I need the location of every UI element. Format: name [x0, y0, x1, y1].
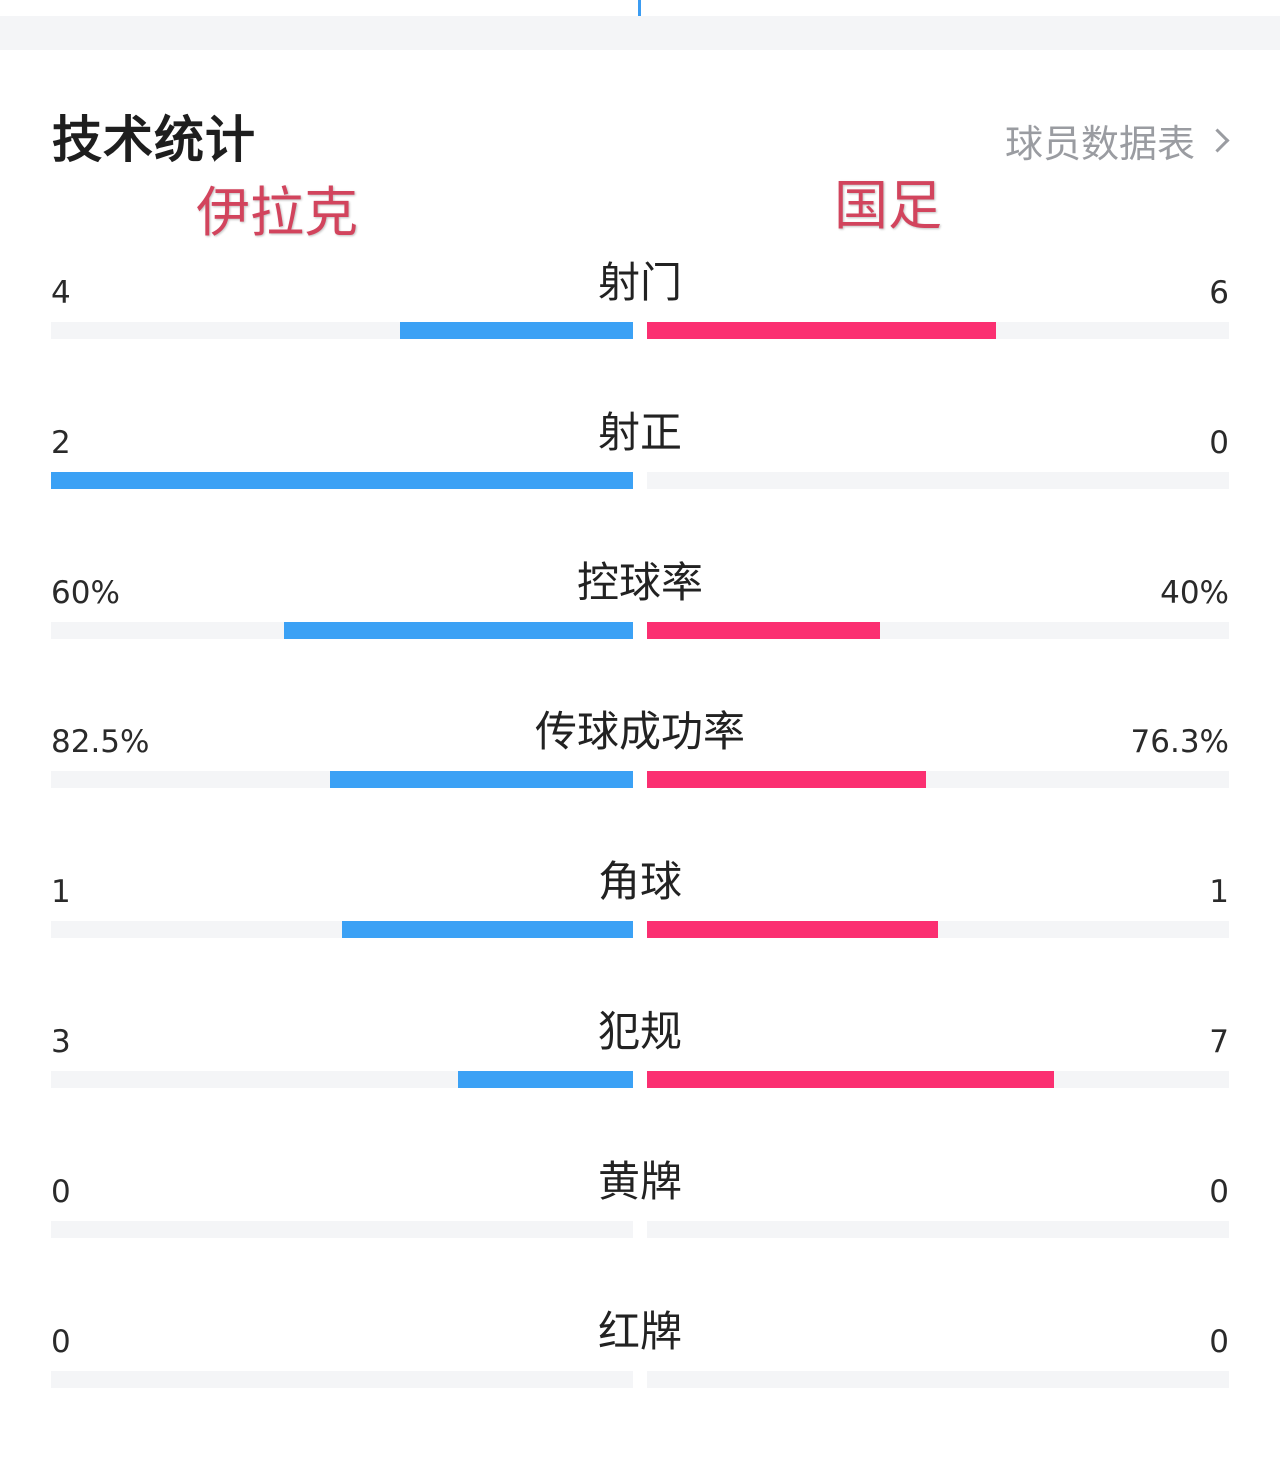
- away-stat-bar: [647, 771, 926, 788]
- away-stat-track: [647, 1071, 1229, 1088]
- away-stat-value: 7: [1209, 1024, 1229, 1060]
- home-stat-track: [51, 622, 633, 639]
- away-stat-track: [647, 771, 1229, 788]
- away-stat-track: [647, 1221, 1229, 1238]
- home-stat-bar: [342, 921, 633, 938]
- player-stats-link-label: 球员数据表: [1004, 121, 1195, 166]
- home-stat-value: 4: [51, 275, 71, 311]
- stats-list: 4 射门 6 2 射正 0 60% 控球率 40% 82.5% 传球成功率 76.3% 1 角球 1 3 犯规 7…: [0, 258, 1280, 1388]
- away-stat-bar: [647, 322, 996, 339]
- home-stat-track: [51, 921, 633, 938]
- away-stat-bar: [647, 1071, 1054, 1088]
- stat-row: 0 红牌 0: [0, 1307, 1280, 1464]
- away-stat-value: 6: [1209, 275, 1229, 311]
- home-stat-track: [51, 1071, 633, 1088]
- stat-label: 射正: [597, 408, 682, 457]
- away-stat-value: 76.3%: [1130, 724, 1229, 760]
- away-stat-bar: [647, 622, 880, 639]
- home-stat-value: 60%: [51, 575, 120, 611]
- stat-row: 60% 控球率 40%: [0, 558, 1280, 715]
- away-stat-track: [647, 472, 1229, 489]
- stat-label: 角球: [597, 857, 682, 906]
- stat-label: 红牌: [597, 1307, 682, 1356]
- away-stat-track: [647, 921, 1229, 938]
- stat-label: 射门: [597, 258, 682, 307]
- stat-label: 黄牌: [597, 1157, 682, 1206]
- home-stat-value: 1: [51, 874, 71, 910]
- stat-label: 犯规: [597, 1007, 682, 1056]
- away-stat-track: [647, 622, 1229, 639]
- away-stat-track: [647, 322, 1229, 339]
- home-stat-track: [51, 1221, 633, 1238]
- home-stat-track: [51, 472, 633, 489]
- away-stat-bar: [647, 921, 938, 938]
- section-title: 技术统计: [52, 111, 256, 169]
- home-stat-value: 0: [51, 1324, 71, 1360]
- stat-row: 2 射正 0: [0, 408, 1280, 565]
- home-stat-bar: [458, 1071, 633, 1088]
- stat-row: 4 射门 6: [0, 258, 1280, 415]
- away-team-name: 国足: [834, 174, 942, 237]
- away-stat-value: 0: [1209, 425, 1229, 461]
- home-stat-value: 82.5%: [51, 724, 150, 760]
- stat-label: 控球率: [576, 558, 703, 607]
- home-stat-track: [51, 1371, 633, 1388]
- stat-row: 0 黄牌 0: [0, 1157, 1280, 1314]
- tab-indicator: [638, 0, 641, 16]
- home-stat-bar: [400, 322, 633, 339]
- home-team-name: 伊拉克: [196, 181, 358, 244]
- stat-row: 3 犯规 7: [0, 1007, 1280, 1164]
- home-stat-bar: [51, 472, 633, 489]
- away-stat-value: 0: [1209, 1174, 1229, 1210]
- home-stat-track: [51, 322, 633, 339]
- home-stat-bar: [284, 622, 633, 639]
- away-stat-value: 1: [1209, 874, 1229, 910]
- home-stat-value: 0: [51, 1174, 71, 1210]
- away-stat-value: 40%: [1160, 575, 1229, 611]
- home-stat-value: 3: [51, 1024, 71, 1060]
- home-stat-track: [51, 771, 633, 788]
- home-stat-bar: [330, 771, 633, 788]
- stat-row: 82.5% 传球成功率 76.3%: [0, 707, 1280, 864]
- stat-label: 传球成功率: [534, 707, 745, 756]
- home-stat-value: 2: [51, 425, 71, 461]
- stat-row: 1 角球 1: [0, 857, 1280, 1014]
- player-stats-link[interactable]: 球员数据表: [1005, 112, 1232, 168]
- away-stat-value: 0: [1209, 1324, 1229, 1360]
- away-stat-track: [647, 1371, 1229, 1388]
